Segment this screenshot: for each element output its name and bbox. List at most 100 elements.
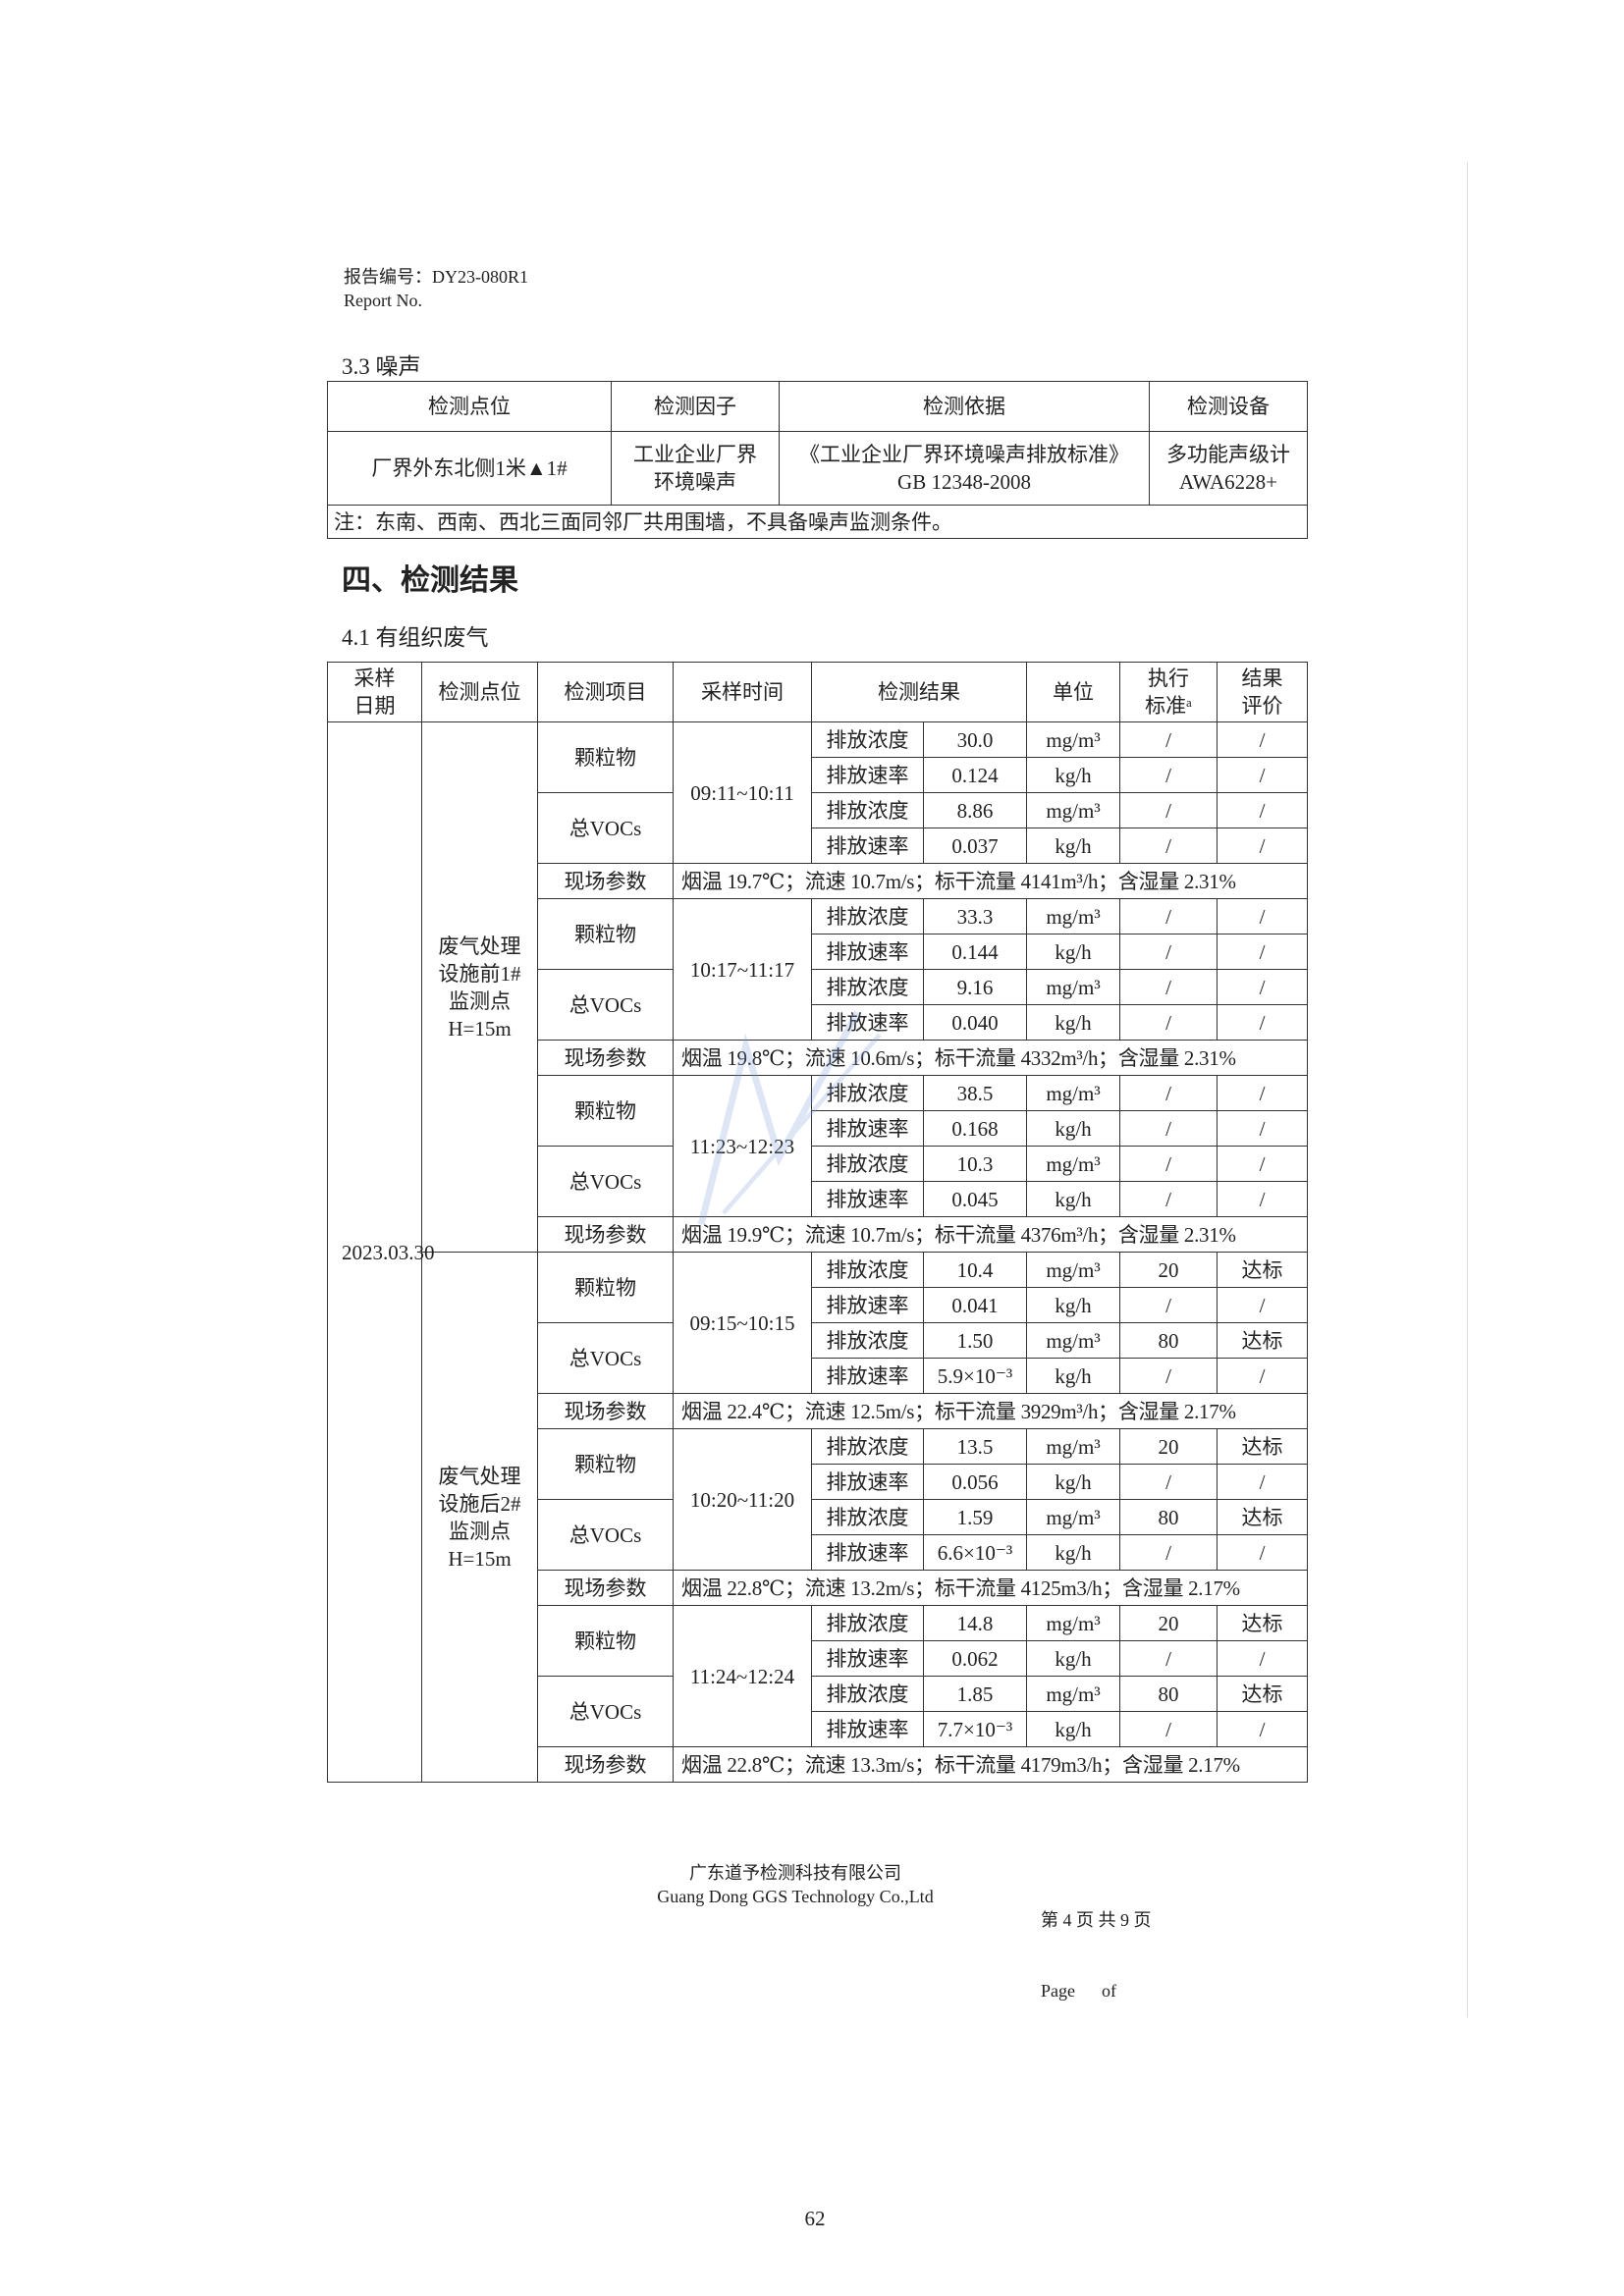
unit: kg/h xyxy=(1026,828,1120,864)
table-row: 2023.03.30 废气处理设施前1#监测点H=15m 颗粒物 09:11~10:1… xyxy=(327,721,1308,1783)
monitoring-location: 废气处理设施后2#监测点H=15m xyxy=(421,1252,538,1783)
header-item: 检测项目 xyxy=(537,662,674,722)
result-label: 排放浓度 xyxy=(811,1605,924,1641)
evaluation: / xyxy=(1217,1640,1308,1677)
evaluation: / xyxy=(1217,1287,1308,1323)
site-params-value: 烟温 19.7℃；流速 10.7m/s；标干流量 4141m³/h；含湿量 2.… xyxy=(673,863,1308,899)
unit: kg/h xyxy=(1026,1110,1120,1147)
unit: kg/h xyxy=(1026,1711,1120,1747)
standard-limit: / xyxy=(1119,1358,1218,1394)
site-params-value: 烟温 19.9℃；流速 10.7m/s；标干流量 4376m³/h；含湿量 2.… xyxy=(673,1216,1308,1253)
unit: kg/h xyxy=(1026,1287,1120,1323)
standard-limit: / xyxy=(1119,1464,1218,1500)
test-item: 总VOCs xyxy=(537,1499,674,1571)
result-value: 30.0 xyxy=(923,721,1027,758)
test-item: 颗粒物 xyxy=(537,898,674,970)
result-value: 6.6×10⁻³ xyxy=(923,1534,1027,1571)
unit: mg/m³ xyxy=(1026,1322,1120,1359)
result-value: 1.59 xyxy=(923,1499,1027,1535)
result-label: 排放速率 xyxy=(811,1110,924,1147)
unit: mg/m³ xyxy=(1026,1252,1120,1288)
table-row: 颗粒物 10:20~11:20 排放浓度 13.5 mg/m³ 20 达标 xyxy=(328,1428,1308,1571)
table-row: 排放速率 0.045 kg/h / / xyxy=(328,1181,1308,1217)
header-sampling-date: 采样日期 xyxy=(327,662,422,722)
unit: kg/h xyxy=(1026,1534,1120,1571)
table-row: 排放速率 0.168 kg/h / / xyxy=(328,1110,1308,1147)
unit: kg/h xyxy=(1026,1181,1120,1217)
result-label: 排放浓度 xyxy=(811,721,924,758)
test-item: 总VOCs xyxy=(537,1676,674,1747)
noise-header-location: 检测点位 xyxy=(327,381,612,432)
result-label: 排放速率 xyxy=(811,828,924,864)
site-params-label: 现场参数 xyxy=(537,1040,674,1076)
table-row: 总VOCs 排放浓度 1.59 mg/m³ 80 达标 xyxy=(328,1499,1308,1571)
site-params-value: 烟温 19.8℃；流速 10.6m/s；标干流量 4332m³/h；含湿量 2.… xyxy=(673,1040,1308,1076)
result-value: 7.7×10⁻³ xyxy=(923,1711,1027,1747)
result-value: 0.062 xyxy=(923,1640,1027,1677)
table-row: 排放速率 0.041 kg/h / / xyxy=(328,1287,1308,1323)
noise-section-title: 3.3 噪声 xyxy=(342,354,421,379)
report-number: 报告编号：DY23-080R1 Report No. xyxy=(344,265,528,312)
evaluation: / xyxy=(1217,934,1308,970)
unit: kg/h xyxy=(1026,1640,1120,1677)
unit: mg/m³ xyxy=(1026,1075,1120,1111)
noise-device: 多功能声级计 AWA6228+ xyxy=(1149,431,1308,506)
noise-basis: 《工业企业厂界环境噪声排放标准》 GB 12348-2008 xyxy=(779,431,1150,506)
result-label: 排放速率 xyxy=(811,1711,924,1747)
unit: mg/m³ xyxy=(1026,1428,1120,1465)
footer-company-cn: 广东道予检测科技有限公司 xyxy=(689,1863,901,1883)
result-label: 排放浓度 xyxy=(811,1676,924,1712)
result-label: 排放浓度 xyxy=(811,1146,924,1182)
site-params-row: 现场参数 烟温 22.8℃；流速 13.3m/s；标干流量 4179m3/h；含湿… xyxy=(328,1746,1308,1783)
site-params-value: 烟温 22.8℃；流速 13.3m/s；标干流量 4179m3/h；含湿量 2.… xyxy=(673,1746,1308,1783)
standard-limit: / xyxy=(1119,898,1218,934)
results-heading: 四、检测结果 xyxy=(342,564,518,597)
test-item: 颗粒物 xyxy=(537,1252,674,1323)
noise-basis-line1: 《工业企业厂界环境噪声排放标准》 xyxy=(799,443,1129,466)
noise-table: 检测点位 检测因子 检测依据 检测设备 厂界外东北侧1米▲1# 工业企业厂界 环境… xyxy=(327,381,1308,539)
result-label: 排放浓度 xyxy=(811,1499,924,1535)
report-number-en: Report No. xyxy=(344,291,422,310)
table-row: 排放速率 6.6×10⁻³ kg/h / / xyxy=(328,1534,1308,1571)
noise-note: 注：东南、西南、西北三面同邻厂共用围墙，不具备噪声监测条件。 xyxy=(327,505,1308,539)
table-row: 排放速率 0.040 kg/h / / xyxy=(328,1004,1308,1041)
unit: mg/m³ xyxy=(1026,1499,1120,1535)
standard-limit: / xyxy=(1119,1004,1218,1041)
site-params-row: 现场参数 烟温 19.9℃；流速 10.7m/s；标干流量 4376m³/h；含湿… xyxy=(328,1216,1308,1253)
header-sampling-time: 采样时间 xyxy=(673,662,812,722)
table-row: 总VOCs 排放浓度 1.85 mg/m³ 80 达标 xyxy=(328,1676,1308,1747)
standard-limit: / xyxy=(1119,1640,1218,1677)
noise-basis-line2: GB 12348-2008 xyxy=(897,470,1031,494)
watermark-stamp-icon xyxy=(697,1010,882,1226)
site-params-label: 现场参数 xyxy=(537,863,674,899)
header-unit: 单位 xyxy=(1026,662,1120,722)
unit: kg/h xyxy=(1026,1358,1120,1394)
standard-limit: / xyxy=(1119,1287,1218,1323)
site-params-label: 现场参数 xyxy=(537,1746,674,1783)
result-label: 排放浓度 xyxy=(811,1428,924,1465)
result-label: 排放速率 xyxy=(811,1358,924,1394)
unit: mg/m³ xyxy=(1026,1605,1120,1641)
unit: mg/m³ xyxy=(1026,1676,1120,1712)
unit: mg/m³ xyxy=(1026,898,1120,934)
sampling-time: 11:23~12:23 xyxy=(673,1075,812,1217)
unit: mg/m³ xyxy=(1026,792,1120,828)
result-label: 排放浓度 xyxy=(811,969,924,1005)
evaluation: / xyxy=(1217,1075,1308,1111)
result-value: 1.85 xyxy=(923,1676,1027,1712)
noise-device-line1: 多功能声级计 xyxy=(1166,443,1290,466)
standard-limit: / xyxy=(1119,1534,1218,1571)
standard-limit: / xyxy=(1119,828,1218,864)
table-row: 废气处理设施后2#监测点H=15m 颗粒物 09:15~10:15 排放浓度 10.4 m… xyxy=(328,1252,1308,1783)
evaluation: 达标 xyxy=(1217,1428,1308,1465)
result-label: 排放速率 xyxy=(811,1640,924,1677)
footer-page: 第 4 页 共 9 页 Page of xyxy=(1041,1861,1152,2026)
standard-limit: 80 xyxy=(1119,1322,1218,1359)
noise-factor-line1: 工业企业厂界 xyxy=(633,443,757,466)
site-params-row: 现场参数 烟温 19.8℃；流速 10.6m/s；标干流量 4332m³/h；含湿… xyxy=(328,1040,1308,1076)
evaluation: / xyxy=(1217,969,1308,1005)
evaluation: / xyxy=(1217,898,1308,934)
table-row: 排放速率 5.9×10⁻³ kg/h / / xyxy=(328,1358,1308,1394)
standard-limit: / xyxy=(1119,969,1218,1005)
table-row: 排放速率 7.7×10⁻³ kg/h / / xyxy=(328,1711,1308,1747)
